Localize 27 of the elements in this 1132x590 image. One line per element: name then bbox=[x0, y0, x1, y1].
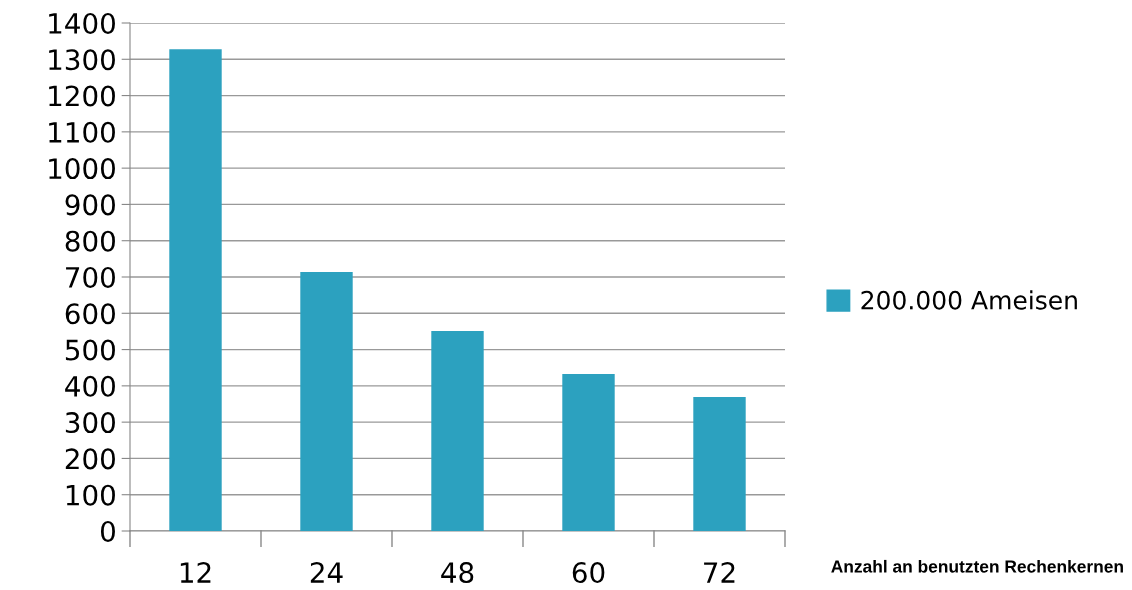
x-tick-label: 12 bbox=[180, 562, 211, 583]
bar bbox=[300, 271, 353, 531]
bar bbox=[562, 373, 615, 531]
y-tick-label: 600 bbox=[65, 303, 115, 325]
y-tick-label: 1200 bbox=[49, 85, 115, 107]
y-tick-label: 900 bbox=[65, 194, 115, 216]
bar bbox=[169, 49, 222, 531]
y-tick-label: 1000 bbox=[49, 158, 115, 180]
bar bbox=[693, 397, 746, 531]
x-axis-title: Anzahl an benutzten Rechenkernen bbox=[831, 559, 1123, 573]
y-tick-label: 200 bbox=[65, 448, 115, 470]
y-tick-label: 1400 bbox=[49, 12, 115, 34]
y-tick-label: 400 bbox=[65, 375, 115, 397]
y-tick-label: 1300 bbox=[49, 49, 115, 71]
y-tick-label: 800 bbox=[65, 230, 115, 252]
y-tick-label: 0 bbox=[100, 520, 115, 542]
y-tick-label: 500 bbox=[65, 339, 115, 361]
x-tick-label: 60 bbox=[572, 562, 605, 584]
y-tick-label: 700 bbox=[66, 266, 115, 288]
x-tick-label: 48 bbox=[441, 562, 474, 584]
y-tick-label: 100 bbox=[66, 484, 115, 506]
y-tick-label: 300 bbox=[65, 412, 115, 434]
y-tick-label: 1100 bbox=[49, 121, 115, 143]
x-tick-label: 24 bbox=[310, 562, 343, 583]
bar bbox=[431, 331, 484, 531]
x-tick-label: 72 bbox=[704, 562, 735, 583]
legend-label: 200.000 Ameisen bbox=[861, 290, 1077, 310]
